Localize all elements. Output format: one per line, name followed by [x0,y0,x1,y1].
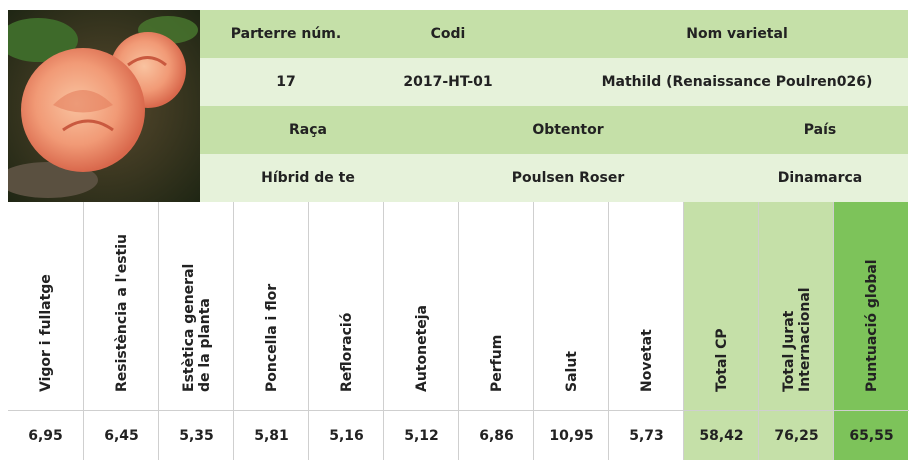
header-line: de la planta [197,212,213,392]
score-header: Salut [534,202,609,402]
score-column: Vigor i fullatge 6,95 [8,202,83,460]
header-line: Vigor i fullatge [38,212,54,392]
page: Parterre núm. Codi Nom varietal 17 2017-HT-0… [0,0,916,466]
score-column: Resistència a l'estiu 6,45 [83,202,158,460]
score-header: Poncella i flor [234,202,309,402]
info-label: Parterre núm. [231,26,341,42]
score-column: Autoneteja 5,12 [383,202,458,460]
score-value: 5,16 [309,410,384,461]
score-header-text: Novetat [639,212,655,392]
header-line: Puntuació global [864,212,880,392]
header-line: Novetat [639,212,655,392]
info-label: País [804,122,836,138]
header-line: Perfum [489,212,505,392]
score-column: Poncella i flor 5,81 [233,202,308,460]
header-line: Internacional [797,212,813,392]
score-value: 6,45 [84,410,159,461]
score-column: Refloració 5,16 [308,202,383,460]
info-value: Dinamarca [778,170,863,186]
score-header: Vigor i fullatge [8,202,83,402]
score-header-text: Perfum [489,212,505,392]
score-column: Salut 10,95 [533,202,608,460]
info-value: Híbrid de te [261,170,355,186]
score-value: 5,12 [384,410,459,461]
score-header: Autoneteja [384,202,459,402]
score-header: Resistència a l'estiu [84,202,159,402]
header-line: Autoneteja [414,212,430,392]
score-value: 10,95 [534,410,609,461]
info-value: Poulsen Roser [512,170,624,186]
score-header: Novetat [609,202,684,402]
header-line: Estètica general [181,212,197,392]
score-value: 6,86 [459,410,534,461]
info-value: 17 [276,74,295,90]
score-header: Refloració [309,202,384,402]
score-value: 6,95 [8,410,83,461]
score-header-text: Poncella i flor [264,212,280,392]
header-line: Total CP [714,212,730,392]
info-label: Codi [431,26,466,42]
score-column: Total CP 58,42 [683,202,758,460]
score-header-text: Vigor i fullatge [38,212,54,392]
score-header-text: Autoneteja [414,212,430,392]
score-value: 5,81 [234,410,309,461]
header-line: Resistència a l'estiu [114,212,130,392]
score-value: 65,55 [834,410,909,461]
score-column: Novetat 5,73 [608,202,683,460]
header-line: Salut [564,212,580,392]
score-header: Total CP [684,202,759,402]
info-value: Mathild (Renaissance Poulren026) [602,74,873,90]
header-line: Poncella i flor [264,212,280,392]
header-line: Refloració [339,212,355,392]
info-label: Raça [289,122,327,138]
score-column: Puntuació global 65,55 [833,202,908,460]
score-value: 58,42 [684,410,759,461]
score-header: Perfum [459,202,534,402]
header-line: Total Jurat [781,212,797,392]
score-header-text: Resistència a l'estiu [114,212,130,392]
score-column: Perfum 6,86 [458,202,533,460]
rose-photo [8,10,200,202]
score-header-text: Total CP [714,212,730,392]
info-value: 2017-HT-01 [403,74,492,90]
score-header-text: Puntuació global [864,212,880,392]
score-value: 5,35 [159,410,234,461]
score-value: 76,25 [759,410,834,461]
score-value: 5,73 [609,410,684,461]
score-header-text: Salut [564,212,580,392]
info-label: Obtentor [532,122,603,138]
info-label: Nom varietal [686,26,788,42]
score-header-text: Refloració [339,212,355,392]
score-header: Puntuació global [834,202,909,402]
